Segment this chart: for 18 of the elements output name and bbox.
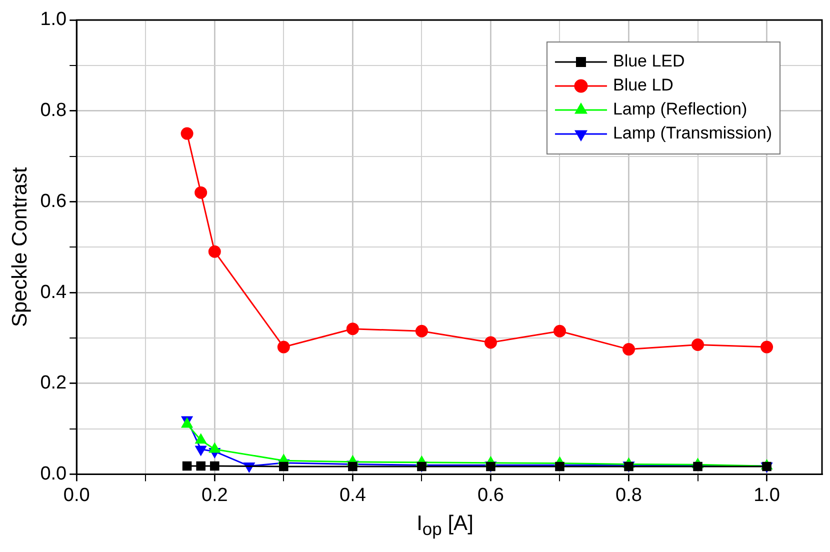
y-tick-label: 0.8 (40, 100, 67, 122)
y-tick-label: 0.6 (40, 190, 67, 212)
x-tick-label: 0.6 (478, 484, 504, 506)
y-tick-label: 0.2 (40, 372, 67, 394)
y-tick-label: 0.4 (40, 282, 68, 303)
y-axis-title: Speckle Contrast (8, 166, 32, 328)
y-tick-label: 1.0 (40, 9, 67, 30)
x-tick-label: 0.4 (339, 484, 366, 506)
x-tick-label: 0.2 (201, 484, 228, 506)
x-tick-label: 1.0 (754, 484, 780, 506)
legend-label: Lamp (Transmission) (612, 124, 772, 143)
legend-label: Blue LD (612, 76, 674, 95)
x-axis-title: I$_{op}$ [A] (416, 512, 474, 540)
x-tick-label: 0.0 (63, 484, 90, 506)
legend-label: Lamp (Reflection) (612, 100, 748, 119)
x-tick-label: 0.8 (616, 484, 642, 506)
y-tick-label: 0.0 (40, 463, 67, 484)
legend-label: Blue LED (612, 52, 685, 71)
